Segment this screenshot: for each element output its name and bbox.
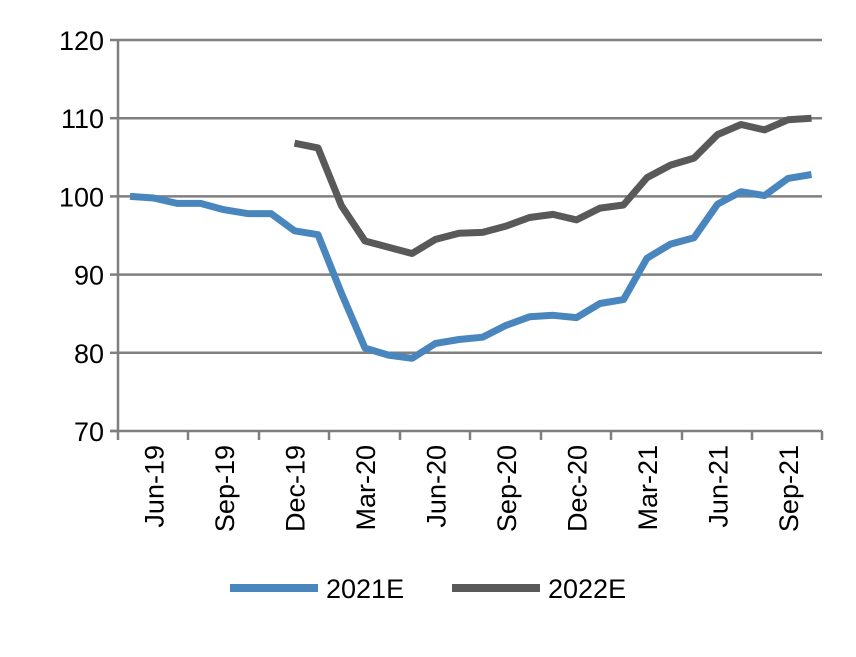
y-tick-label: 100 bbox=[59, 182, 104, 212]
series-lines bbox=[129, 114, 813, 362]
y-tick-labels: 70 80 90 100 110 120 bbox=[59, 26, 104, 447]
y-tick-label: 80 bbox=[74, 339, 104, 369]
x-tick-label: Jun-20 bbox=[422, 445, 452, 528]
legend-label: 2021E bbox=[326, 574, 404, 604]
gridlines bbox=[118, 38, 822, 355]
series-line-2021E bbox=[129, 171, 813, 362]
x-tick-label: Jun-19 bbox=[140, 445, 170, 528]
axes bbox=[110, 38, 824, 440]
x-tick-label: Jun-21 bbox=[704, 445, 734, 528]
legend-label: 2022E bbox=[548, 574, 626, 604]
x-tick-label: Sep-21 bbox=[774, 445, 804, 532]
x-tick-labels: Jun-19 Sep-19 Dec-19 Mar-20 Jun-20 Sep-20 Dec-… bbox=[140, 445, 805, 532]
x-tick-label: Dec-20 bbox=[563, 445, 593, 532]
x-tick-label: Mar-20 bbox=[351, 445, 381, 531]
x-tick-label: Sep-20 bbox=[492, 445, 522, 532]
series-line-2022E bbox=[293, 114, 812, 257]
y-tick-label: 70 bbox=[74, 417, 104, 447]
x-tick-label: Mar-21 bbox=[633, 445, 663, 531]
legend: 2021E 2022E bbox=[230, 574, 626, 604]
y-tick-label: 120 bbox=[59, 26, 104, 56]
y-tick-label: 110 bbox=[61, 104, 104, 134]
y-tick-label: 90 bbox=[74, 261, 104, 291]
x-tick-label: Sep-19 bbox=[210, 445, 240, 532]
x-tick-label: Dec-19 bbox=[281, 445, 311, 532]
